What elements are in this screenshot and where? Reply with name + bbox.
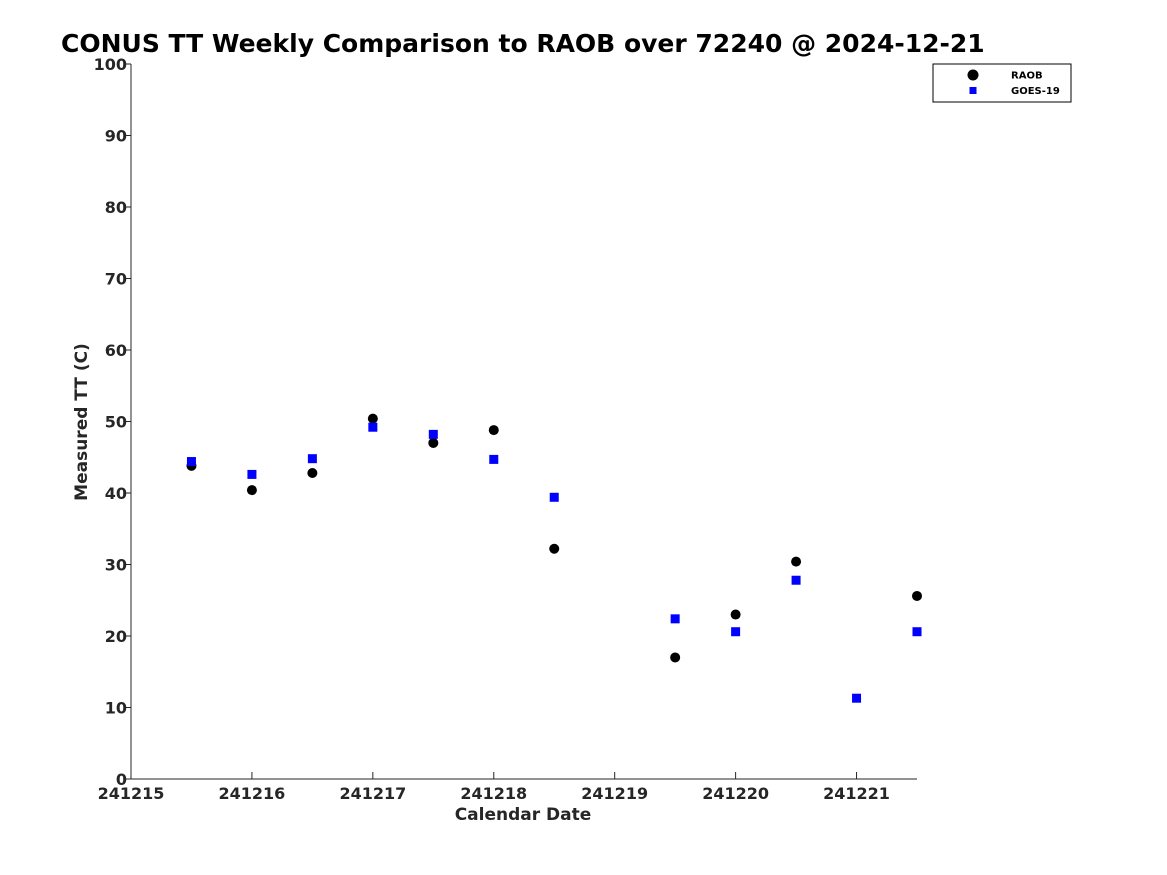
point-goes-19 [307, 454, 317, 464]
point-raob [488, 425, 499, 436]
point-raob [730, 609, 741, 620]
point-goes-19 [428, 429, 438, 439]
legend-marker [969, 87, 977, 94]
y-tick-label: 80 [105, 198, 127, 217]
legend-label: RAOB [1011, 71, 1043, 82]
point-goes-19 [670, 614, 680, 624]
y-tick-label: 20 [105, 627, 127, 646]
point-goes-19 [791, 575, 801, 585]
y-tick-label: 90 [105, 127, 127, 146]
x-tick-label: 241216 [219, 784, 286, 803]
point-goes-19 [489, 454, 499, 464]
point-raob [428, 437, 439, 448]
x-tick-label: 241221 [823, 784, 890, 803]
point-raob [670, 652, 681, 663]
point-raob [367, 413, 378, 424]
y-tick-label: 40 [105, 484, 127, 503]
y-tick-label: 30 [105, 556, 127, 575]
x-tick-label: 241220 [702, 784, 769, 803]
y-tick-label: 60 [105, 341, 127, 360]
y-tick-label: 10 [105, 699, 127, 718]
point-goes-19 [368, 422, 378, 432]
point-raob [246, 485, 257, 496]
point-raob [549, 543, 560, 554]
x-axis-label: Calendar Date [455, 805, 592, 825]
chart-title: CONUS TT Weekly Comparison to RAOB over … [61, 29, 985, 58]
x-tick-label: 241215 [98, 784, 165, 803]
x-tick-label: 241218 [460, 784, 527, 803]
y-tick-label: 70 [105, 270, 127, 289]
x-tick-label: 241219 [581, 784, 648, 803]
point-raob [791, 556, 802, 567]
y-tick-label: 100 [94, 55, 127, 74]
x-tick-label: 241217 [339, 784, 406, 803]
point-goes-19 [186, 457, 196, 467]
point-goes-19 [852, 693, 862, 703]
point-goes-19 [247, 469, 257, 479]
data-points [186, 413, 922, 703]
legend-box [932, 63, 1072, 103]
x-axis-ticks: 241215 241216 241217 241218 241219 241220 2412… [98, 772, 890, 803]
y-tick-label: 50 [105, 413, 127, 432]
point-goes-19 [731, 627, 741, 637]
point-goes-19 [549, 492, 559, 502]
y-tick-label: 0 [116, 770, 127, 789]
legend-label: GOES-19 [1011, 86, 1060, 97]
y-axis-ticks: 0 10 20 30 40 50 60 70 80 90 100 [94, 55, 131, 789]
legend-marker [967, 69, 979, 81]
point-raob [912, 590, 922, 601]
point-raob [307, 467, 318, 478]
y-axis-label: Measured TT (C) [72, 343, 92, 501]
point-goes-19 [912, 627, 922, 637]
legend: RAOB GOES-19 [932, 63, 1072, 103]
